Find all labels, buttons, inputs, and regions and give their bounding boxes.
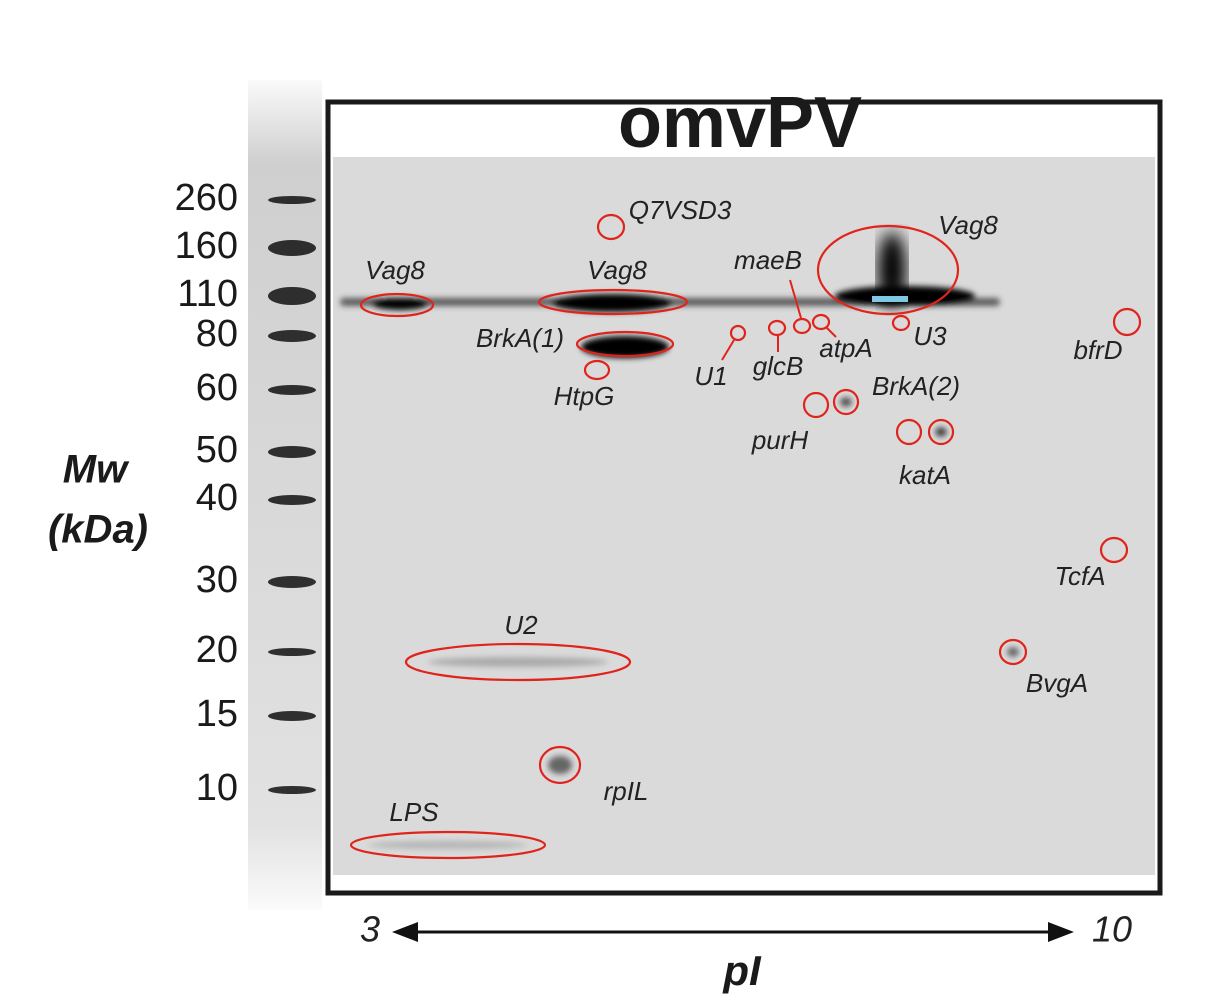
spot-label: maeB: [734, 245, 802, 275]
spot-label: atpA: [819, 333, 873, 363]
spot-ring: [816, 224, 960, 316]
spot-ring: [895, 418, 923, 446]
leader-line: [721, 339, 735, 361]
gel-spot-major: [878, 232, 906, 308]
mw-marker: 60: [196, 367, 238, 409]
mw-marker: 20: [196, 629, 238, 671]
marker-band: [268, 240, 316, 256]
spot-label: TcfA: [1054, 561, 1105, 591]
spot-ring: [404, 642, 632, 682]
mw-marker: 260: [175, 177, 238, 219]
spot-label: Q7VSD3: [629, 195, 732, 225]
spot-ring: [802, 391, 830, 419]
spot-label: katA: [899, 460, 951, 490]
spot-label: U1: [694, 361, 727, 391]
mw-marker: 10: [196, 767, 238, 809]
spot-ring: [998, 638, 1028, 666]
marker-band: [268, 385, 316, 395]
spot-ring: [891, 314, 911, 332]
spot-ring: [575, 330, 675, 358]
mw-marker: 15: [196, 693, 238, 735]
annotations: Q7VSD3 Vag8 Vag8 Vag8 maeB BrkA(1) HtpG U1 glcB a…: [349, 195, 1142, 860]
mw-marker: 50: [196, 429, 238, 471]
spot-ring: [1112, 307, 1142, 337]
spot-ring: [1099, 536, 1129, 564]
spot-ring: [811, 313, 831, 331]
spot-label: BvgA: [1026, 668, 1088, 698]
spot-label: LPS: [389, 797, 439, 827]
marker-band: [268, 576, 316, 588]
leader-line: [789, 279, 802, 319]
spot-label: glcB: [753, 351, 804, 381]
pi-end: 10: [1092, 909, 1132, 950]
mw-marker: 80: [196, 313, 238, 355]
mw-marker: 160: [175, 225, 238, 267]
spot-ring: [583, 359, 611, 381]
marker-band: [268, 495, 316, 505]
marker-band: [268, 711, 316, 721]
marker-band: [268, 446, 316, 458]
spot-label: rpIL: [604, 776, 649, 806]
mw-unit: (kDa): [48, 508, 148, 552]
spot-ring: [359, 292, 435, 318]
marker-band: [268, 196, 316, 204]
spot-ring: [596, 213, 626, 241]
spot-ring: [729, 324, 747, 342]
mw-marker: 30: [196, 559, 238, 601]
spot-label: bfrD: [1073, 335, 1122, 365]
spot-label: purH: [751, 425, 809, 455]
spot-label: Vag8: [365, 255, 425, 285]
marker-band: [268, 287, 316, 305]
pi-start: 3: [360, 909, 380, 950]
spot-label: HtpG: [554, 381, 615, 411]
pi-arrow: [392, 922, 1074, 942]
spot-label: Vag8: [587, 255, 647, 285]
spot-ring: [349, 830, 547, 860]
pi-label: pI: [722, 947, 762, 994]
spot-ring: [537, 288, 689, 316]
mw-label: Mw: [63, 448, 130, 492]
marker-band: [268, 786, 316, 794]
marker-band: [268, 330, 316, 342]
mw-marker: 110: [177, 273, 238, 315]
spot-ring: [927, 418, 955, 446]
gel: [333, 157, 1155, 875]
saturated-spot: [872, 296, 908, 302]
spot-label: BrkA(2): [872, 371, 960, 401]
marker-band: [268, 648, 316, 656]
spot-ring: [767, 319, 787, 337]
leader-line: [825, 326, 837, 338]
spot-label: BrkA(1): [476, 323, 564, 353]
spot-label: Vag8: [938, 210, 998, 240]
marker-bands: [268, 196, 316, 794]
spot-ring: [538, 745, 582, 785]
spot-ring: [832, 388, 860, 416]
marker-lane: [248, 80, 322, 910]
spot-ring: [792, 317, 812, 335]
gel-title: omvPV: [618, 83, 862, 163]
spot-label: U3: [913, 321, 947, 351]
mw-marker: 40: [196, 477, 238, 519]
spot-label: U2: [504, 610, 538, 640]
